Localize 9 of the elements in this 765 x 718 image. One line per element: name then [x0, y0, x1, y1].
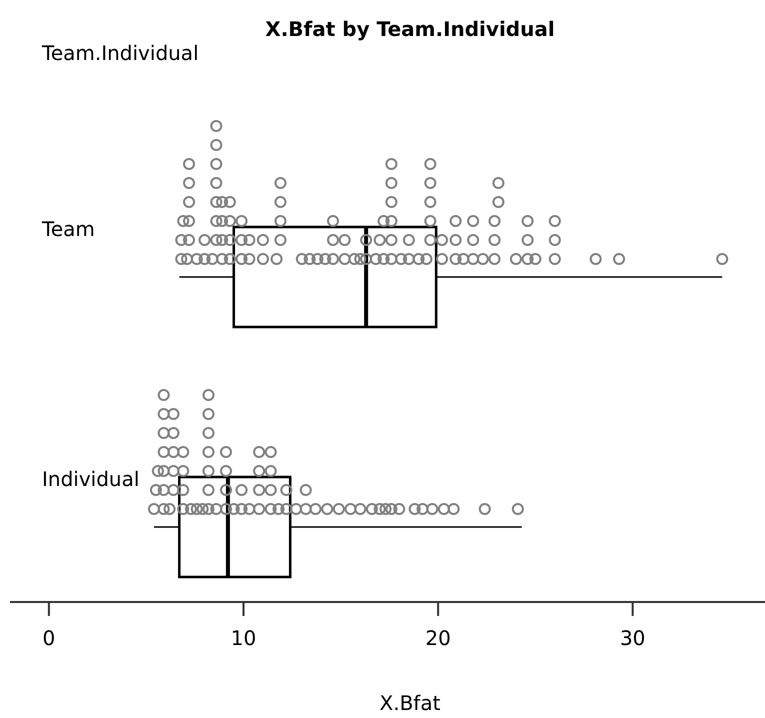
y-tick-label: Individual: [42, 467, 140, 491]
x-tick-label: 30: [620, 626, 646, 650]
y-axis-title: Team.Individual: [41, 41, 199, 65]
x-tick-label: 10: [230, 626, 256, 650]
y-tick-label: Team: [41, 217, 95, 241]
chart-title: X.Bfat by Team.Individual: [265, 17, 555, 41]
x-axis-title: X.Bfat: [380, 691, 441, 715]
x-tick-label: 0: [42, 626, 56, 650]
x-tick-label: 20: [425, 626, 451, 650]
